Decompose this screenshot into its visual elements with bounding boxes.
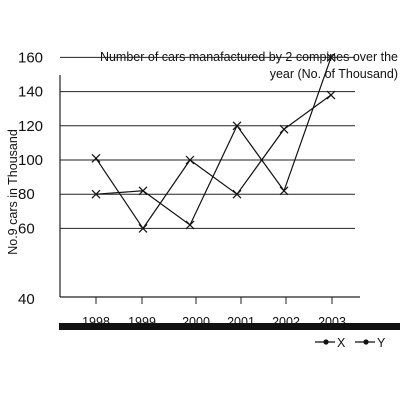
data-point-Y-1999 (138, 223, 148, 233)
series-X (91, 52, 336, 230)
legend-marker-X (323, 339, 329, 345)
data-point-X-2000 (185, 220, 195, 230)
legend-label-Y: Y (377, 336, 386, 350)
x-tick-label-2003: 2003 (318, 315, 346, 329)
data-point-X-2003 (326, 52, 336, 62)
y-tick-label-100: 100 (18, 152, 43, 169)
y-tick-label-160: 160 (18, 49, 43, 66)
y-tick-label-120: 120 (18, 118, 43, 135)
data-point-Y-2002 (279, 124, 289, 134)
y-ticks: 40 60 80 100 120 140 160 (18, 49, 43, 308)
legend-marker-Y (363, 339, 369, 345)
gridlines (60, 56, 355, 229)
x-tick-label-2002: 2002 (272, 315, 300, 329)
x-tick-label-1999: 1999 (128, 315, 156, 329)
axes (59, 75, 400, 330)
x-tick-label-1998: 1998 (82, 315, 110, 329)
y-tick-label-60: 60 (18, 220, 35, 237)
bottom-bar (59, 323, 400, 330)
data-point-Y-2001 (232, 189, 242, 199)
legend-item-Y: Y (355, 336, 386, 350)
y-tick-label-140: 140 (18, 84, 43, 101)
series-Y (91, 90, 336, 233)
data-point-X-2002 (279, 186, 289, 196)
chart-title-line-2: year (No. of Thousand) (270, 67, 398, 81)
data-point-X-1998 (91, 189, 101, 199)
x-tick-label-2001: 2001 (227, 315, 255, 329)
data-point-Y-2003 (326, 90, 336, 100)
series-line-X (95, 57, 332, 226)
legend-label-X: X (337, 336, 346, 350)
legend-item-X: X (315, 336, 346, 350)
x-tick-label-2000: 2000 (182, 315, 210, 329)
data-point-Y-2000 (185, 155, 195, 165)
data-point-Y-1998 (91, 153, 101, 163)
x-ticks: 1998 1999 2000 2001 2002 2003 (82, 297, 346, 329)
y-tick-label-40: 40 (18, 291, 35, 308)
y-axis-label: No.9 cars in Thousand (6, 129, 20, 255)
data-point-X-2001 (232, 121, 242, 131)
y-tick-label-80: 80 (18, 186, 35, 203)
series-line-Y (95, 94, 332, 230)
series-group (91, 52, 336, 233)
data-point-X-1999 (138, 186, 148, 196)
